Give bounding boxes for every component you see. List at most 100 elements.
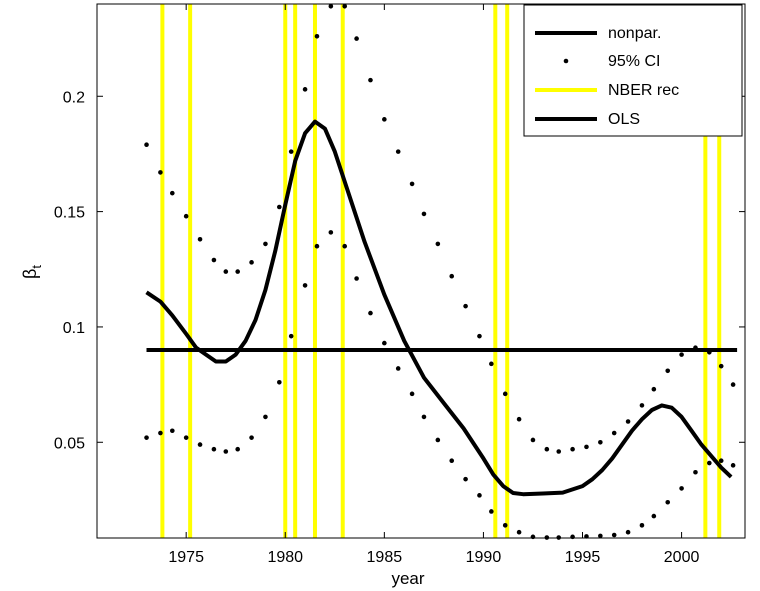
ci-point [288,333,294,339]
ci-point [730,463,736,468]
ci-point [625,529,631,535]
ci-point [144,435,149,440]
ci-point [354,276,359,281]
plot-frame [96,3,746,539]
y-tick-label: 0.2 [63,89,85,106]
ci-point [651,513,657,519]
ci-point [435,437,441,443]
ci-point [730,382,736,387]
ci-point [718,363,724,369]
ci-point [598,533,603,539]
legend-sample-dot [563,58,569,64]
legend-label-nonpar: nonpar. [608,25,661,42]
y-axis-label-sub: t [29,265,44,269]
ci-point [625,419,631,424]
ci-point [314,33,320,39]
ci-point [144,142,149,148]
legend-label-ols: OLS [608,111,640,128]
ci-point [302,87,308,92]
ci-point [368,310,373,316]
legend-label-nber: NBER rec [608,82,679,99]
ci-point [477,493,482,498]
ci-point [302,283,308,288]
y-axis-label-main: β [20,269,40,279]
ci-point [489,361,494,367]
ci-point [395,149,401,154]
ci-point [197,236,203,242]
ci-point [409,181,415,187]
ci-point [449,273,455,279]
ci-point [718,458,724,464]
ci-point [249,435,254,440]
ci-point [170,428,175,434]
x-tick-label: 1990 [466,549,502,566]
axis-layer: 1975 1980 1985 1990 1995 2000 0.05 0.1 0.15 0.2 [54,4,745,566]
x-tick-label: 1995 [565,549,601,566]
x-tick-label: 2000 [664,549,700,566]
ci-point [611,532,617,538]
ci-point [639,523,645,528]
y-tick-label: 0.1 [63,320,85,337]
ci-point [707,460,712,466]
ci-point [342,243,348,249]
ci-point [277,379,282,385]
ci-point [211,257,217,263]
ci-point [288,149,294,154]
ci-point [463,303,468,309]
ci-point [502,523,508,528]
y-axis-label: βt [20,265,44,279]
ci-point [183,213,189,219]
ci-point [328,4,334,9]
legend-box [523,4,743,137]
ci-point [277,204,282,210]
y-tick-label: 0.05 [54,435,85,452]
ci-point [328,230,334,235]
ci-point [263,241,268,247]
legend-samples [535,31,597,121]
ci-point [502,391,508,397]
ci-point [197,442,203,447]
ci-point [421,414,427,420]
ci-point [382,117,387,122]
x-tick-label: 1975 [168,549,204,566]
ci-point [516,529,522,535]
ci-point [556,449,562,454]
ci-point [477,333,482,339]
ci-point [665,499,671,505]
ci-point [651,386,657,392]
ci-point [235,269,240,274]
ci-point [463,476,468,482]
ci-point [584,444,589,450]
ci-point [354,36,359,41]
x-tick-label: 1985 [367,549,403,566]
ci-point [170,190,175,196]
ci-point [368,77,373,83]
ci-point [530,437,536,443]
ci-point [223,449,229,454]
ci-point [639,403,645,408]
ci-point [665,368,671,374]
ci-point [263,414,268,420]
ci-point [235,446,240,452]
ci-point [342,4,348,9]
ci-point [489,509,494,514]
ci-point [679,352,684,357]
series-line-nonpar [145,119,733,497]
ci-point [183,435,189,440]
ci-point [449,458,455,464]
ci-point [249,260,254,265]
ci-point [679,486,684,491]
ci-point [570,446,575,452]
ci-point [158,170,163,175]
ci-point [421,211,427,217]
ci-point [598,439,603,445]
ci-point [544,446,550,452]
ci-point [693,469,698,475]
nber-recession-lines [160,4,722,538]
x-axis-label: year [391,569,424,588]
legend-label-ci: 95% CI [608,53,660,70]
y-tick-label: 0.15 [54,205,85,222]
ci-point [395,366,401,371]
ci-point [211,446,217,452]
